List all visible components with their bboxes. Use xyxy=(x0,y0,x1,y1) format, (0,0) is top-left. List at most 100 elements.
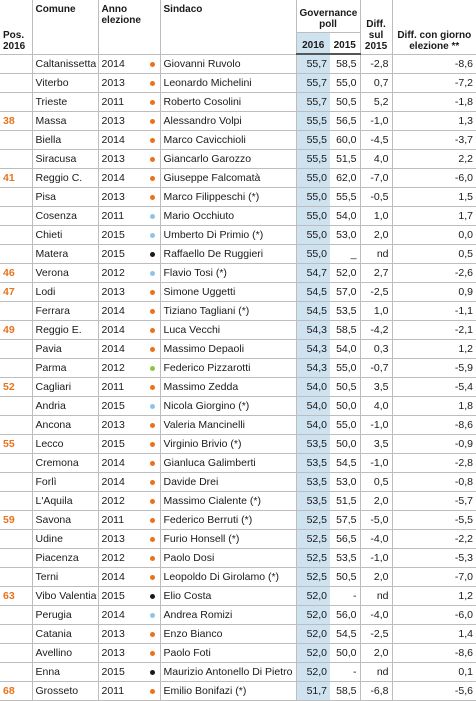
comune-cell: Forlì xyxy=(31,472,98,492)
diff-cell: 2,7 xyxy=(359,263,393,283)
poll-2015-cell: 51,5 xyxy=(330,149,361,169)
party-dot-cell xyxy=(146,263,160,283)
party-dot xyxy=(150,613,156,618)
poll-2015-cell: 54,0 xyxy=(330,339,361,359)
table-row: Avellino 2013 Paolo Foti 52,0 50,0 2,0 -8,6 xyxy=(0,643,476,663)
poll-2015-cell: 50,5 xyxy=(330,567,361,587)
poll-2016-cell: 54,3 xyxy=(295,358,330,378)
sindaco-cell: Flavio Tosi (*) xyxy=(159,263,296,283)
poll-2016-cell: 55,5 xyxy=(295,149,330,169)
poll-2015-cell: 54,0 xyxy=(330,206,361,226)
poll-2016-cell: 53,5 xyxy=(295,453,330,473)
anno-cell: 2013 xyxy=(97,149,146,169)
comune-cell: Viterbo xyxy=(31,73,98,93)
pos-cell xyxy=(0,54,32,74)
diff-cell: -4,2 xyxy=(359,320,393,340)
table-row: Siracusa 2013 Giancarlo Garozzo 55,5 51,5 4,0… xyxy=(0,149,476,169)
sindaco-cell: Umberto Di Primio (*) xyxy=(159,225,296,245)
party-dot-cell xyxy=(146,624,160,644)
comune-cell: Perugia xyxy=(31,605,98,625)
diff-elezione-cell: 0,1 xyxy=(391,662,476,682)
party-dot-cell xyxy=(146,339,160,359)
diff-elezione-cell: -0,8 xyxy=(391,472,476,492)
party-dot xyxy=(150,461,156,466)
poll-2015-cell: 58,5 xyxy=(330,54,361,74)
diff-elezione-cell: 1,4 xyxy=(391,624,476,644)
comune-cell: Terni xyxy=(31,567,98,587)
anno-cell: 2011 xyxy=(97,92,146,112)
party-dot-cell xyxy=(146,567,160,587)
anno-cell: 2013 xyxy=(97,282,146,302)
diff-cell: nd xyxy=(359,586,393,606)
table-row: Cosenza 2011 Mario Occhiuto 55,0 54,0 1,0 1,7 xyxy=(0,206,476,226)
header-anno: Anno elezione xyxy=(97,0,146,55)
comune-cell: Reggio E. xyxy=(31,320,98,340)
anno-cell: 2014 xyxy=(97,168,146,188)
party-dot xyxy=(150,423,156,428)
comune-cell: Chieti xyxy=(31,225,98,245)
party-dot-cell xyxy=(146,415,160,435)
pos-cell xyxy=(0,244,32,264)
anno-cell: 2015 xyxy=(97,434,146,454)
diff-elezione-cell: 2,2 xyxy=(391,149,476,169)
table-row: Viterbo 2013 Leonardo Michelini 55,7 55,0 0,7… xyxy=(0,73,476,93)
poll-2016-cell: 54,0 xyxy=(295,415,330,435)
diff-cell: 2,0 xyxy=(359,491,393,511)
pos-cell xyxy=(0,206,32,226)
diff-cell: -4,5 xyxy=(359,130,393,150)
party-dot xyxy=(150,157,156,162)
poll-2016-cell: 53,5 xyxy=(295,472,330,492)
pos-cell xyxy=(0,567,32,587)
pos-cell xyxy=(0,529,32,549)
pos-cell: 68 xyxy=(0,681,32,701)
table-row: Andria 2015 Nicola Giorgino (*) 54,0 50,0 4,0… xyxy=(0,396,476,416)
sindaco-cell: Simone Uggetti xyxy=(159,282,296,302)
poll-2015-cell: 53,0 xyxy=(330,225,361,245)
diff-cell: -7,0 xyxy=(359,168,393,188)
diff-elezione-cell: -5,5 xyxy=(391,510,476,530)
comune-cell: Vibo Valentia xyxy=(31,586,98,606)
table-row: Parma 2012 Federico Pizzarotti 54,3 55,0 -0,7… xyxy=(0,358,476,378)
diff-cell: -4,0 xyxy=(359,605,393,625)
table-row: 38 Massa 2013 Alessandro Volpi 55,5 56,5 -1,0 1… xyxy=(0,111,476,131)
poll-2016-cell: 52,5 xyxy=(295,567,330,587)
poll-2016-cell: 55,0 xyxy=(295,244,330,264)
poll-2015-cell: 58,5 xyxy=(330,320,361,340)
poll-2015-cell: 55,5 xyxy=(330,187,361,207)
sindaco-cell: Emilio Bonifazi (*) xyxy=(159,681,296,701)
pos-cell: 46 xyxy=(0,263,32,283)
party-dot xyxy=(150,252,156,257)
party-dot xyxy=(150,499,156,504)
pos-cell xyxy=(0,624,32,644)
diff-elezione-cell: -6,0 xyxy=(391,168,476,188)
table-row: 55 Lecco 2015 Virginio Brivio (*) 53,5 50,0 3,… xyxy=(0,434,476,454)
pos-cell xyxy=(0,605,32,625)
header-comune: Comune xyxy=(31,0,98,55)
diff-elezione-cell: -7,0 xyxy=(391,567,476,587)
poll-2015-cell: _ xyxy=(330,244,361,264)
diff-cell: 4,0 xyxy=(359,149,393,169)
sindaco-cell: Paolo Foti xyxy=(159,643,296,663)
poll-2016-cell: 55,7 xyxy=(295,54,330,74)
party-dot xyxy=(150,61,156,67)
party-dot xyxy=(150,651,156,656)
diff-cell: 0,7 xyxy=(359,73,393,93)
poll-2016-cell: 54,5 xyxy=(295,282,330,302)
party-dot-cell xyxy=(146,453,160,473)
anno-cell: 2012 xyxy=(97,358,146,378)
diff-elezione-cell: -5,6 xyxy=(391,681,476,701)
sindaco-cell: Giuseppe Falcomatà xyxy=(159,168,296,188)
diff-cell: 3,5 xyxy=(359,434,393,454)
header-2016: 2016 xyxy=(295,32,330,55)
comune-cell: Enna xyxy=(31,662,98,682)
poll-2016-cell: 54,3 xyxy=(295,320,330,340)
party-dot-cell xyxy=(146,396,160,416)
sindaco-cell: Maurizio Antonello Di Pietro xyxy=(159,662,296,682)
anno-cell: 2013 xyxy=(97,111,146,131)
party-dot xyxy=(150,290,156,295)
diff-elezione-cell: -7,2 xyxy=(391,73,476,93)
pos-cell: 38 xyxy=(0,111,32,131)
diff-elezione-cell: -2,6 xyxy=(391,263,476,283)
sindaco-cell: Marco Filippeschi (*) xyxy=(159,187,296,207)
